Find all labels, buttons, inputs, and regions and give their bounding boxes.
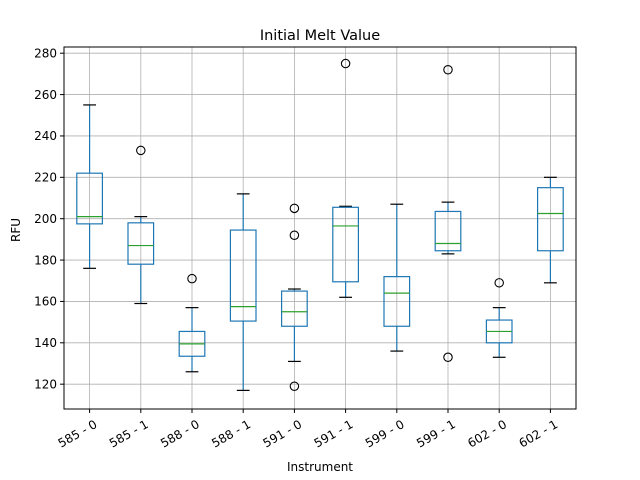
chart-title: Initial Melt Value: [260, 28, 380, 44]
box-group: [383, 203, 411, 352]
plot-frame: [63, 46, 577, 410]
y-tick-label: 260: [34, 88, 57, 102]
x-axis-title: Instrument: [287, 460, 353, 474]
box-group: [178, 273, 206, 373]
y-tick-label: 140: [34, 336, 57, 350]
y-axis-title: RFU: [9, 218, 23, 242]
box-group: [229, 193, 257, 391]
iqr-box: [332, 206, 359, 283]
iqr-box: [76, 172, 104, 225]
iqr-box: [229, 229, 257, 322]
outlier-point: [187, 273, 197, 284]
outlier-point: [443, 352, 453, 363]
box-group: [332, 58, 359, 298]
y-tick-label: 120: [34, 377, 57, 391]
y-tick-label: 180: [34, 253, 57, 267]
y-tick-label: 200: [34, 212, 57, 226]
iqr-box: [281, 290, 308, 327]
iqr-box: [434, 210, 462, 252]
box-group: [434, 65, 462, 363]
box-group: [127, 145, 155, 305]
iqr-box: [383, 276, 411, 327]
outlier-point: [340, 58, 351, 69]
box-group: [536, 176, 564, 284]
iqr-box: [536, 187, 564, 252]
outlier-point: [443, 65, 453, 75]
box-series: [76, 58, 564, 391]
outlier-point: [136, 145, 146, 156]
y-tick-label: 240: [34, 129, 57, 143]
box-group: [281, 203, 308, 391]
outlier-point: [289, 381, 300, 391]
y-tick-label: 160: [34, 295, 57, 309]
box-group: [485, 278, 513, 358]
outlier-point: [289, 230, 300, 240]
outlier-point: [494, 278, 504, 288]
box-group: [76, 104, 104, 269]
iqr-box: [127, 222, 155, 265]
y-tick-label: 220: [34, 171, 57, 185]
outlier-point: [289, 203, 300, 214]
y-tick-label: 280: [34, 47, 57, 61]
